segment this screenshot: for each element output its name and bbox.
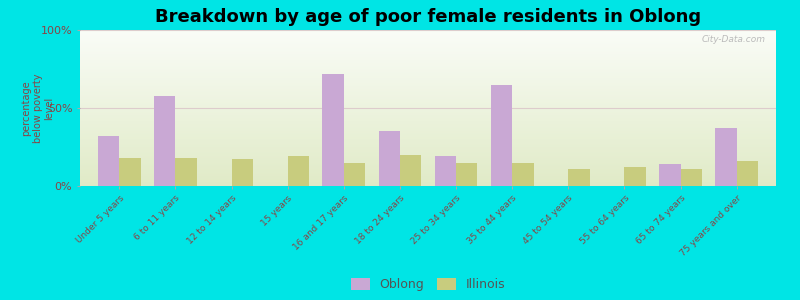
Bar bbox=[568, 169, 590, 186]
Bar bbox=[378, 131, 400, 186]
Bar bbox=[154, 95, 175, 186]
Bar bbox=[98, 136, 119, 186]
Legend: Oblong, Illinois: Oblong, Illinois bbox=[346, 273, 510, 296]
Bar bbox=[119, 158, 141, 186]
Bar bbox=[322, 74, 344, 186]
Bar bbox=[231, 160, 253, 186]
Text: City-Data.com: City-Data.com bbox=[702, 35, 766, 44]
Bar bbox=[491, 85, 512, 186]
Bar bbox=[175, 158, 197, 186]
Bar bbox=[456, 163, 478, 186]
Bar bbox=[681, 169, 702, 186]
Y-axis label: percentage
below poverty
level: percentage below poverty level bbox=[22, 73, 54, 143]
Bar bbox=[344, 163, 365, 186]
Title: Breakdown by age of poor female residents in Oblong: Breakdown by age of poor female resident… bbox=[155, 8, 701, 26]
Bar bbox=[715, 128, 737, 186]
Bar bbox=[659, 164, 681, 186]
Bar bbox=[288, 156, 309, 186]
Bar bbox=[434, 156, 456, 186]
Bar bbox=[625, 167, 646, 186]
Bar bbox=[400, 155, 422, 186]
Bar bbox=[737, 161, 758, 186]
Bar bbox=[512, 163, 534, 186]
